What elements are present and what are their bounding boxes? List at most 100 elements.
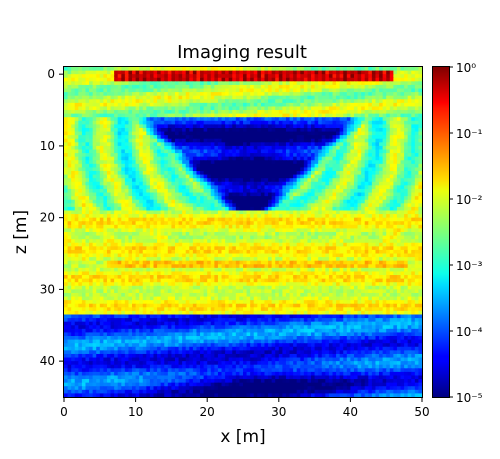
heatmap-cell xyxy=(264,185,269,190)
heatmap-cell xyxy=(110,92,115,97)
heatmap-cell xyxy=(289,203,294,208)
heatmap-cell xyxy=(271,210,276,215)
heatmap-cell xyxy=(404,110,409,115)
heatmap-cell xyxy=(339,81,344,86)
heatmap-cell xyxy=(282,135,287,140)
heatmap-cell xyxy=(232,239,237,244)
heatmap-cell xyxy=(160,84,165,90)
heatmap-cell xyxy=(382,242,387,247)
heatmap-cell xyxy=(250,217,255,222)
heatmap-cell xyxy=(389,203,394,208)
heatmap-cell xyxy=(200,124,205,129)
heatmap-cell xyxy=(160,217,165,222)
heatmap-cell xyxy=(346,196,351,201)
heatmap-cell xyxy=(74,135,79,140)
heatmap-cell xyxy=(153,120,158,125)
heatmap-cell xyxy=(81,232,87,237)
heatmap-cell xyxy=(278,145,283,151)
heatmap-cell xyxy=(146,74,151,79)
heatmap-cell xyxy=(371,77,377,82)
heatmap-cell xyxy=(157,206,162,212)
heatmap-cell xyxy=(210,67,215,72)
heatmap-cell xyxy=(157,192,162,197)
heatmap-cell xyxy=(332,145,337,151)
heatmap-cell xyxy=(106,206,112,212)
heatmap-cell xyxy=(132,188,137,194)
heatmap-cell xyxy=(157,235,162,240)
heatmap-cell xyxy=(418,171,423,176)
heatmap-cell xyxy=(225,199,230,204)
heatmap-cell xyxy=(99,185,104,190)
heatmap-cell xyxy=(81,185,87,190)
heatmap-cell xyxy=(182,110,187,115)
heatmap-cell xyxy=(282,131,287,136)
heatmap-cell xyxy=(350,199,355,204)
heatmap-cell xyxy=(375,214,380,219)
heatmap-cell xyxy=(386,185,391,190)
heatmap-cell xyxy=(146,149,151,154)
heatmap-cell xyxy=(353,117,359,122)
heatmap-cell xyxy=(81,102,87,108)
heatmap-cell xyxy=(393,102,398,108)
heatmap-cell xyxy=(293,203,298,208)
heatmap-cell xyxy=(275,77,280,82)
heatmap-cell xyxy=(314,145,319,151)
heatmap-cell xyxy=(203,185,208,190)
heatmap-cell xyxy=(228,192,233,197)
heatmap-cell xyxy=(375,145,380,151)
heatmap-cell xyxy=(89,171,94,176)
heatmap-cell xyxy=(357,131,362,136)
heatmap-cell xyxy=(235,135,241,140)
heatmap-cell xyxy=(160,92,165,97)
heatmap-cell xyxy=(396,178,402,183)
heatmap-cell xyxy=(96,106,101,111)
heatmap-cell xyxy=(414,196,420,201)
heatmap-cell xyxy=(328,67,334,72)
heatmap-cell xyxy=(285,188,291,194)
heatmap-cell xyxy=(250,171,255,176)
heatmap-cell xyxy=(124,214,130,219)
heatmap-cell xyxy=(389,232,394,237)
heatmap-cell xyxy=(303,171,309,176)
heatmap-cell xyxy=(285,70,291,75)
heatmap-cell xyxy=(153,149,158,154)
heatmap-cell xyxy=(74,124,79,129)
heatmap-cell xyxy=(214,77,219,82)
heatmap-cell xyxy=(325,142,330,147)
heatmap-cell xyxy=(343,102,348,108)
heatmap-cell xyxy=(157,156,162,161)
heatmap-cell xyxy=(214,145,219,151)
heatmap-cell xyxy=(411,124,416,129)
heatmap-cell xyxy=(400,77,405,82)
heatmap-cell xyxy=(325,192,330,197)
heatmap-cell xyxy=(232,88,237,93)
heatmap-cell xyxy=(264,163,269,169)
heatmap-cell xyxy=(232,106,237,111)
heatmap-cell xyxy=(353,185,359,190)
heatmap-cell xyxy=(71,102,76,108)
heatmap-cell xyxy=(418,192,423,197)
heatmap-cell xyxy=(124,127,130,133)
heatmap-cell xyxy=(74,74,79,79)
heatmap-cell xyxy=(271,74,276,79)
heatmap-cell xyxy=(124,217,130,222)
heatmap-cell xyxy=(264,181,269,186)
heatmap-cell xyxy=(203,106,208,111)
heatmap-cell xyxy=(314,102,319,108)
heatmap-cell xyxy=(103,196,108,201)
heatmap-cell xyxy=(253,214,258,219)
heatmap-cell xyxy=(92,221,97,226)
heatmap-cell xyxy=(96,203,101,208)
heatmap-cell xyxy=(103,67,108,72)
heatmap-cell xyxy=(135,228,140,233)
heatmap-cell xyxy=(386,117,391,122)
heatmap-cell xyxy=(257,167,262,172)
heatmap-cell xyxy=(379,110,384,115)
heatmap-cell xyxy=(332,102,337,108)
heatmap-cell xyxy=(264,113,269,118)
heatmap-cell xyxy=(217,142,223,147)
heatmap-cell xyxy=(314,92,319,97)
heatmap-cell xyxy=(85,106,90,111)
heatmap-cell xyxy=(375,178,380,183)
heatmap-cell xyxy=(64,178,69,183)
